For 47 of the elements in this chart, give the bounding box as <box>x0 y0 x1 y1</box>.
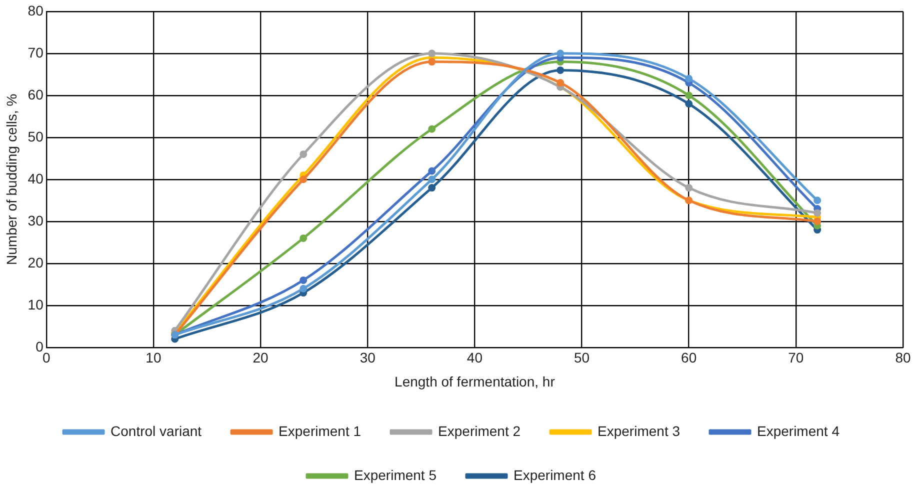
y-tick-label: 80 <box>28 2 44 18</box>
point <box>685 100 693 108</box>
legend-label: Experiment 2 <box>438 422 521 439</box>
y-tick-label: 50 <box>28 128 44 144</box>
x-tick-label: 40 <box>466 350 483 366</box>
legend-label: Experiment 6 <box>514 466 596 483</box>
legend-label: Experiment 4 <box>757 422 840 439</box>
x-axis-title: Length of fermentation, hr <box>394 373 556 390</box>
y-tick-label: 70 <box>28 44 44 60</box>
point <box>685 92 693 100</box>
point <box>685 74 693 82</box>
y-tick-label: 10 <box>28 296 44 312</box>
point <box>428 176 436 184</box>
y-tick-label: 0 <box>36 338 44 354</box>
point <box>556 79 564 87</box>
y-tick-label: 30 <box>28 212 44 228</box>
y-tick-label: 20 <box>28 254 44 270</box>
point <box>300 284 308 292</box>
x-tick-label: 70 <box>788 350 804 366</box>
x-tick-label: 50 <box>574 350 590 366</box>
point <box>814 196 822 204</box>
x-tick-label: 60 <box>681 350 697 366</box>
point <box>300 150 308 158</box>
y-tick-label: 40 <box>28 170 44 186</box>
x-tick-label: 30 <box>360 350 376 366</box>
x-tick-label: 20 <box>252 350 269 366</box>
point <box>814 209 822 217</box>
y-axis-title: Number of budding cells, % <box>3 94 20 265</box>
x-tick-label: 80 <box>895 350 911 366</box>
point <box>685 184 693 192</box>
point <box>428 125 436 133</box>
legend-label: Control variant <box>110 422 202 439</box>
point <box>556 66 564 74</box>
legend-label: Experiment 3 <box>598 422 680 439</box>
point <box>428 58 436 66</box>
point <box>428 184 436 192</box>
legend-label: Experiment 5 <box>354 466 437 483</box>
point <box>300 176 308 184</box>
point <box>300 234 308 242</box>
point <box>300 276 308 284</box>
y-tick-label: 60 <box>28 86 44 102</box>
legend-label: Experiment 1 <box>278 422 362 439</box>
point <box>428 167 436 175</box>
x-tick-label: 10 <box>146 350 162 366</box>
point <box>814 218 822 226</box>
point <box>428 50 436 58</box>
point <box>556 50 564 58</box>
